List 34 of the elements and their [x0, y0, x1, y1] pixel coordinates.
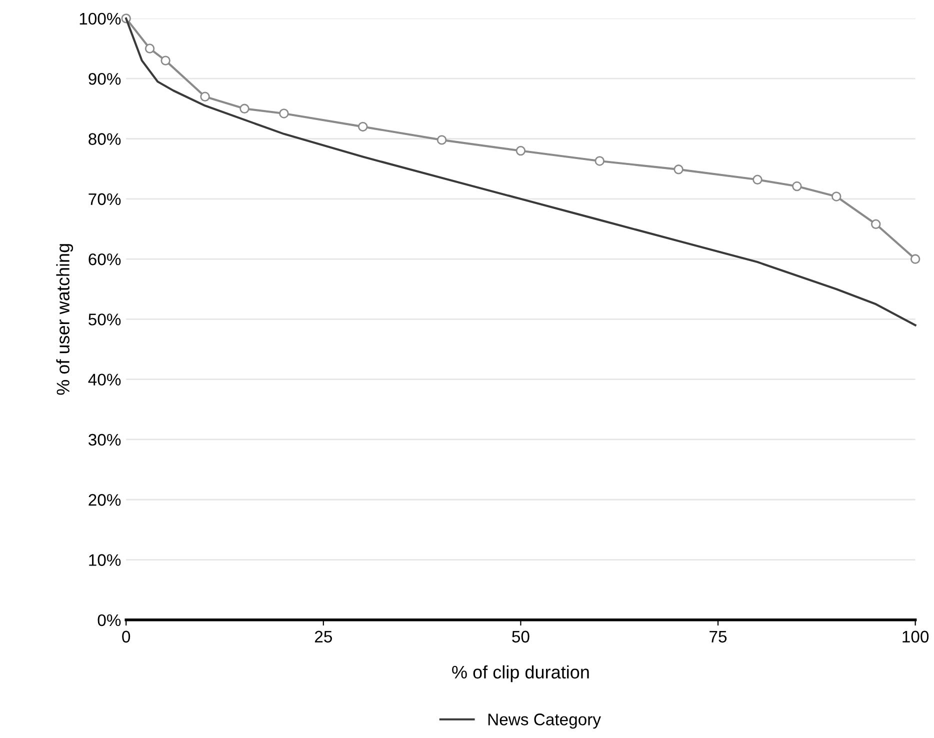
point — [240, 104, 250, 114]
x-tick-label: 25 — [314, 630, 332, 643]
point — [674, 164, 684, 174]
point — [516, 146, 526, 156]
y-tick-label: 100% — [80, 12, 121, 25]
point — [200, 92, 210, 102]
y-tick-label: 70% — [88, 193, 121, 206]
y-axis-title: % of user watching — [56, 244, 74, 395]
point — [279, 108, 289, 118]
point — [144, 44, 155, 54]
y-tick-label: 80% — [88, 133, 121, 145]
y-tick-label: 30% — [88, 434, 121, 446]
y-tick-label: 40% — [88, 374, 121, 386]
point — [832, 192, 842, 202]
point — [160, 56, 170, 66]
point — [910, 254, 920, 264]
point — [752, 174, 762, 185]
y-tick-label: 90% — [88, 73, 121, 85]
x-tick-label: 75 — [710, 630, 727, 643]
x-tick-label: 0 — [122, 630, 130, 643]
point — [358, 122, 368, 132]
legend-label: News Category — [488, 714, 601, 729]
x-axis-title: % of clip duration — [452, 665, 589, 682]
x-tick-label: 100 — [902, 630, 929, 643]
x-tick-label: 50 — [512, 630, 530, 643]
y-tick-label: 60% — [88, 253, 121, 266]
point — [792, 181, 802, 192]
point — [594, 156, 604, 166]
point — [436, 135, 447, 145]
y-tick-label: 50% — [88, 314, 121, 326]
y-tick-label: 0% — [98, 614, 121, 626]
y-tick-label: 10% — [89, 554, 121, 566]
y-tick-label: 20% — [88, 494, 121, 506]
point — [870, 219, 881, 230]
